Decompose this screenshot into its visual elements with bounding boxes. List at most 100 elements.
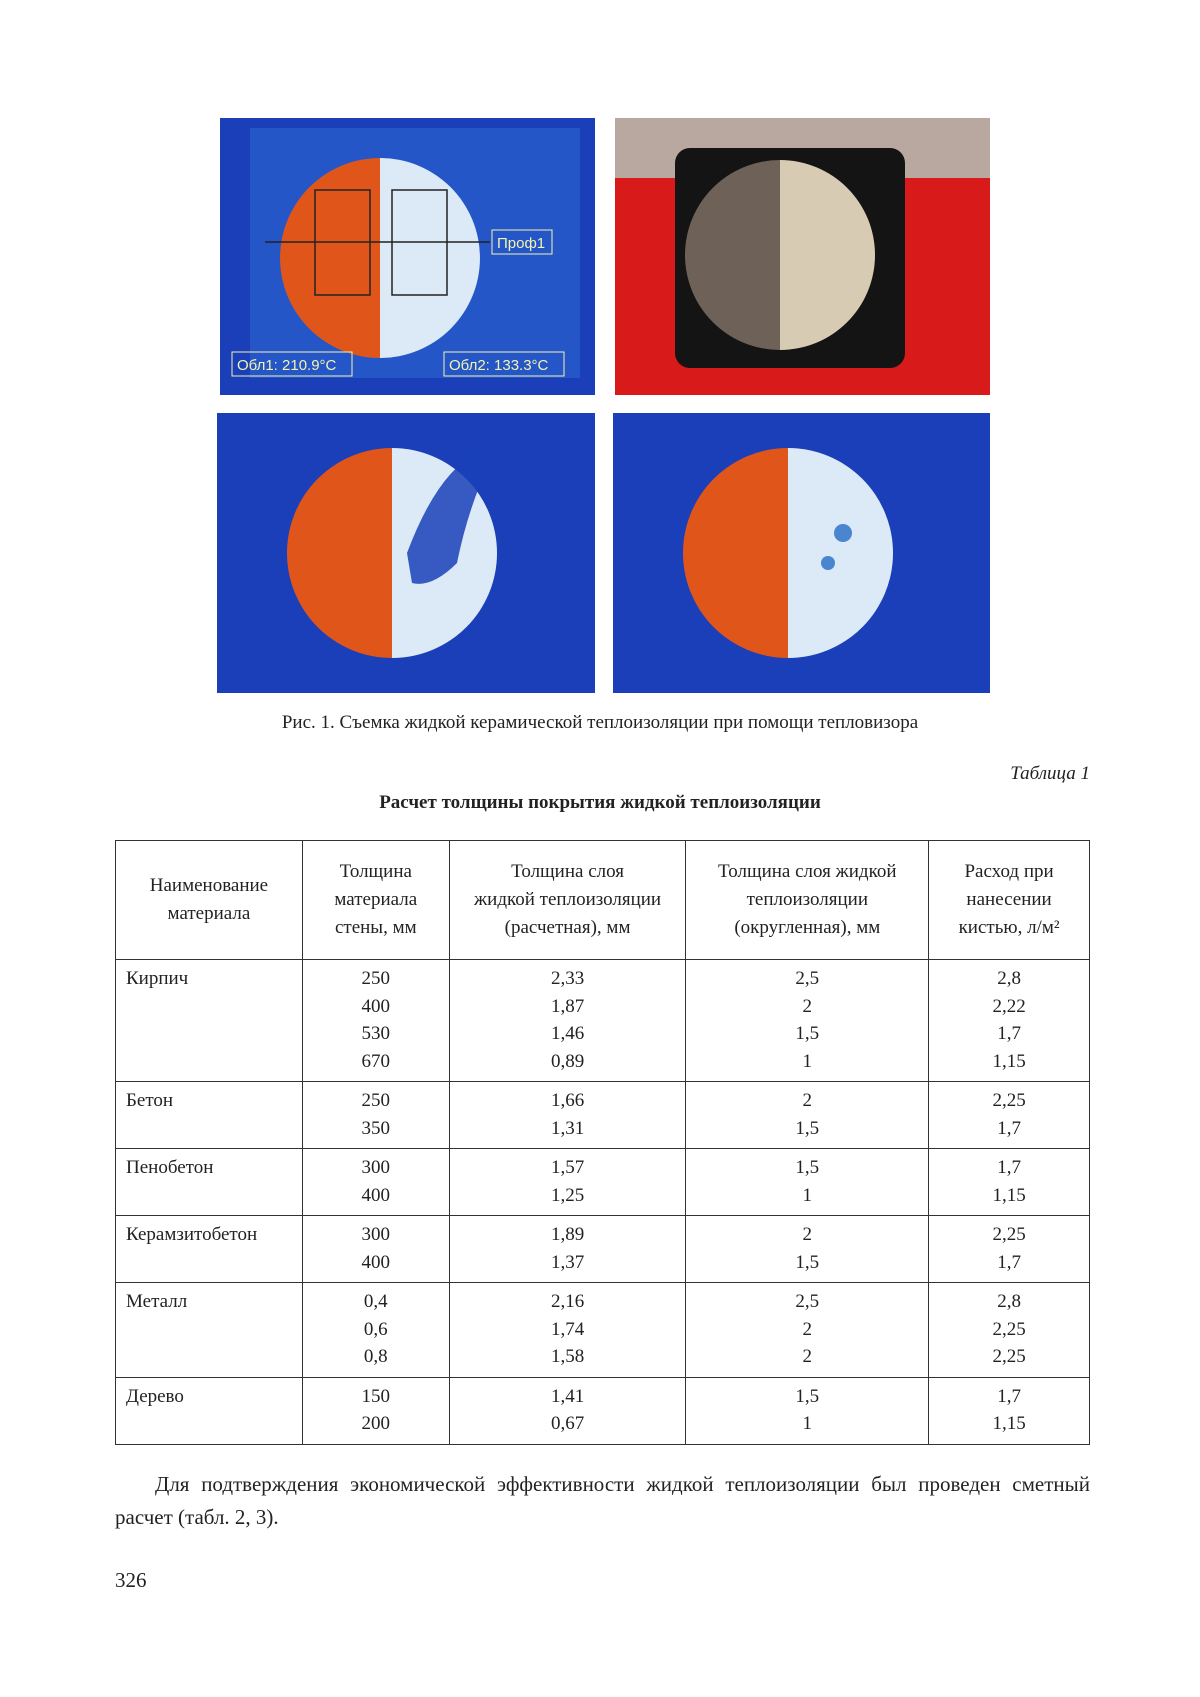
value: 300 <box>361 1157 391 1178</box>
value: 1 <box>802 1184 813 1206</box>
value: 1,15 <box>992 1413 1026 1434</box>
value: 1,31 <box>550 1117 585 1139</box>
material-cell: Кирпич <box>115 959 303 1082</box>
value: 2,25 <box>992 1346 1026 1367</box>
value: 0,4 <box>363 1291 388 1312</box>
value: 2 <box>802 1318 813 1340</box>
value: 1,66 <box>550 1090 585 1111</box>
table-row: Бетон 250 350 1,66 1,31 2 1,5 2,25 1,7 <box>115 1081 1090 1149</box>
table-row: Металл 0,4 0,6 0,8 2,16 1,74 1,58 2,5 2 2 2,8 2,25 2… <box>115 1282 1090 1378</box>
table-row: Керамзитобетон 300 400 1,89 1,37 2 1,5 2,25 1,7 <box>115 1215 1090 1283</box>
header-line: Толщина слоя жидкой <box>718 861 897 882</box>
value: 400 <box>361 1251 391 1273</box>
value-cell: 300 400 <box>301 1148 450 1216</box>
value: 1,7 <box>997 1157 1021 1178</box>
value: 1,41 <box>550 1385 585 1407</box>
value: 2,8 <box>997 1291 1021 1312</box>
value: 150 <box>361 1385 391 1407</box>
value: 1,5 <box>795 1157 820 1178</box>
value: 1,74 <box>550 1318 585 1340</box>
value: 1,57 <box>550 1157 585 1178</box>
value-cell: 150 200 <box>301 1376 450 1445</box>
value: 300 <box>361 1224 391 1245</box>
header-cell: Толщина слоя жидкой теплоизоляции (расчетн… <box>448 840 687 960</box>
value: 0,6 <box>363 1318 388 1340</box>
header-line: Толщина слоя <box>511 861 624 882</box>
table-label: Таблица 1 <box>1010 763 1090 784</box>
value-cell: 2 1,5 <box>685 1081 930 1149</box>
value: 2 <box>802 995 813 1017</box>
header-cell: Расход при нанесении кистью, л/м² <box>928 840 1090 960</box>
value-cell: 1,7 1,15 <box>928 1376 1090 1445</box>
value-cell: 2,8 2,22 1,7 1,15 <box>928 959 1090 1082</box>
value: 2,25 <box>992 1224 1026 1245</box>
value-cell: 2,33 1,87 1,46 0,89 <box>448 959 687 1082</box>
header-cell: Толщина материала стены, мм <box>301 840 450 960</box>
figure-caption: Рис. 1. Съемка жидкой керамической тепло… <box>281 712 919 733</box>
value: 1,37 <box>550 1251 585 1273</box>
value: 530 <box>361 1023 391 1044</box>
value: 670 <box>361 1050 391 1072</box>
value-cell: 0,4 0,6 0,8 <box>301 1282 450 1378</box>
value: 350 <box>361 1117 391 1139</box>
value: 2 <box>802 1224 813 1245</box>
material-cell: Керамзитобетон <box>115 1215 303 1283</box>
value: 2 <box>802 1346 813 1367</box>
value: 2,33 <box>550 968 585 989</box>
value: 1,5 <box>795 1023 820 1044</box>
table-row: Кирпич 250 400 530 670 2,33 1,87 1,46 0,89 2,5 2 1,… <box>115 959 1090 1082</box>
header-line: нанесении <box>966 889 1052 910</box>
value-cell: 1,41 0,67 <box>448 1376 687 1445</box>
value-cell: 1,5 1 <box>685 1376 930 1445</box>
value: 1,7 <box>997 1023 1021 1044</box>
overlay-label: Обл1: 210.9°C <box>237 357 337 374</box>
header-row: Наименование материала Толщина материала сте… <box>115 840 1090 960</box>
value: 1,7 <box>997 1385 1021 1407</box>
value-cell: 1,66 1,31 <box>448 1081 687 1149</box>
overlay-label: Обл2: 133.3°C <box>449 357 549 374</box>
value: 2,25 <box>992 1318 1026 1340</box>
thermal-image-3 <box>613 413 990 693</box>
page-number: 326 <box>115 1568 147 1592</box>
value: 1,5 <box>795 1117 820 1139</box>
header-cell: Наименование материала <box>115 840 303 960</box>
value: 0,89 <box>550 1050 585 1072</box>
header-line: стены, мм <box>334 917 417 938</box>
material-cell: Пенобетон <box>115 1148 303 1216</box>
overlay-label: Проф1 <box>497 235 545 252</box>
value: 400 <box>361 1184 391 1206</box>
value-cell: 2 1,5 <box>685 1215 930 1283</box>
value: 0,67 <box>550 1413 585 1434</box>
value: 1,58 <box>550 1346 585 1367</box>
material-cell: Металл <box>115 1282 303 1378</box>
header-line: (расчетная), мм <box>504 917 631 938</box>
value: 200 <box>361 1413 391 1434</box>
thermal-image-1: Проф1 Обл1: 210.9°C Обл2: 133.3°C <box>220 118 595 395</box>
value: 2,5 <box>795 1291 820 1312</box>
table-row: Пенобетон 300 400 1,57 1,25 1,5 1 1,7 1,15 <box>115 1148 1090 1216</box>
header-line: материала <box>334 889 418 910</box>
value: 1,25 <box>550 1184 585 1206</box>
value: 1,15 <box>992 1050 1026 1072</box>
value-cell: 2,5 2 2 <box>685 1282 930 1378</box>
value: 2,16 <box>550 1291 585 1312</box>
value-cell: 2,5 2 1,5 1 <box>685 959 930 1082</box>
header-line: Расход при <box>964 861 1054 882</box>
paragraph: Для подтверждения экономической эффектив… <box>115 1472 1090 1529</box>
header-line: (округленная), мм <box>734 917 881 938</box>
header-line: Толщина <box>339 861 412 882</box>
photo <box>615 118 990 395</box>
material-cell: Бетон <box>115 1081 303 1149</box>
value: 1,5 <box>795 1385 820 1407</box>
header-line: Наименование <box>149 875 269 896</box>
value: 2,22 <box>992 995 1026 1017</box>
value: 2,5 <box>795 968 820 989</box>
value: 250 <box>361 1090 391 1111</box>
value-cell: 2,25 1,7 <box>928 1215 1090 1283</box>
header-line: материала <box>167 903 251 924</box>
material-cell: Дерево <box>115 1376 303 1445</box>
header-line: теплоизоляции <box>746 889 868 910</box>
thermal-image-2 <box>217 413 595 693</box>
value-cell: 300 400 <box>301 1215 450 1283</box>
